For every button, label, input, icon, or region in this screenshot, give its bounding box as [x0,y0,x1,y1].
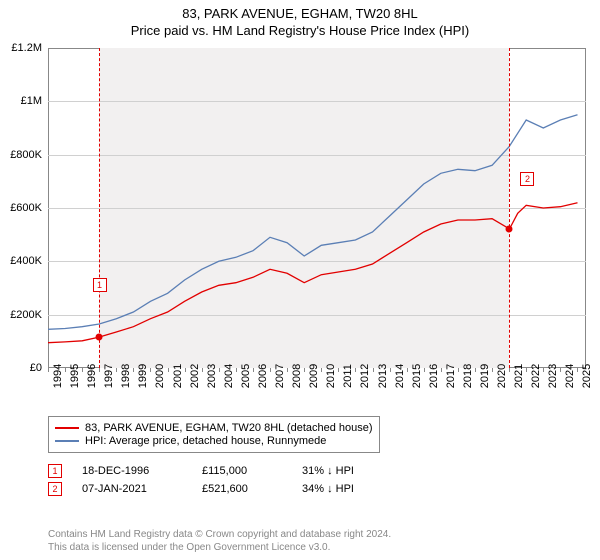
sale-row-date: 18-DEC-1996 [82,465,182,477]
footer-line-2: This data is licensed under the Open Gov… [48,541,391,554]
legend-label: 83, PARK AVENUE, EGHAM, TW20 8HL (detach… [85,422,373,434]
sale-row-price: £115,000 [202,465,282,477]
sale-marker-box: 2 [520,172,534,186]
series-line-property [48,203,578,343]
legend-swatch [55,427,79,429]
x-tick [321,368,322,372]
x-tick [407,368,408,372]
x-tick [99,368,100,372]
sales-table: 1 18-DEC-1996 £115,000 31% ↓ HPI 2 07-JAN-202… [48,460,402,500]
y-axis-label: £400K [10,255,42,267]
sale-row: 2 07-JAN-2021 £521,600 34% ↓ HPI [48,482,402,496]
chart-container: 83, PARK AVENUE, EGHAM, TW20 8HL Price p… [0,0,600,560]
x-tick [543,368,544,372]
x-tick [253,368,254,372]
legend-item: 83, PARK AVENUE, EGHAM, TW20 8HL (detach… [55,422,373,434]
x-tick [475,368,476,372]
x-tick [287,368,288,372]
x-tick [168,368,169,372]
x-tick [373,368,374,372]
footer-attribution: Contains HM Land Registry data © Crown c… [48,528,391,554]
sale-row-price: £521,600 [202,483,282,495]
sale-marker-dot [506,225,513,232]
x-tick [48,368,49,372]
x-tick [236,368,237,372]
title-block: 83, PARK AVENUE, EGHAM, TW20 8HL Price p… [0,0,600,40]
sale-marker-box: 1 [93,278,107,292]
x-tick [304,368,305,372]
sale-dash-line [99,48,100,368]
x-tick [526,368,527,372]
x-tick [133,368,134,372]
legend-swatch [55,440,79,442]
x-tick [65,368,66,372]
y-axis-label: £0 [30,362,42,374]
x-tick [150,368,151,372]
x-tick [424,368,425,372]
legend: 83, PARK AVENUE, EGHAM, TW20 8HL (detach… [48,416,586,453]
footer-line-1: Contains HM Land Registry data © Crown c… [48,528,391,541]
x-tick [116,368,117,372]
x-tick [577,368,578,372]
x-tick [82,368,83,372]
legend-item: HPI: Average price, detached house, Runn… [55,435,373,447]
x-tick [270,368,271,372]
line-series-svg [48,48,586,368]
sale-row-marker: 2 [48,482,62,496]
sale-dash-line [509,48,510,368]
legend-box: 83, PARK AVENUE, EGHAM, TW20 8HL (detach… [48,416,380,453]
y-axis-label: £200K [10,309,42,321]
x-tick [202,368,203,372]
x-tick [492,368,493,372]
sale-row-date: 07-JAN-2021 [82,483,182,495]
x-tick [219,368,220,372]
sale-row-pct: 31% ↓ HPI [302,465,402,477]
y-axis-label: £1M [21,95,42,107]
y-axis-label: £600K [10,202,42,214]
sale-row-pct: 34% ↓ HPI [302,483,402,495]
chart-subtitle: Price paid vs. HM Land Registry's House … [0,23,600,38]
chart-title: 83, PARK AVENUE, EGHAM, TW20 8HL [0,6,600,21]
y-axis-label: £1.2M [11,42,42,54]
sale-marker-dot [95,334,102,341]
x-tick [338,368,339,372]
sale-row: 1 18-DEC-1996 £115,000 31% ↓ HPI [48,464,402,478]
sale-row-marker: 1 [48,464,62,478]
x-tick [560,368,561,372]
x-tick [441,368,442,372]
legend-label: HPI: Average price, detached house, Runn… [85,435,326,447]
x-tick [390,368,391,372]
x-tick [355,368,356,372]
x-tick [185,368,186,372]
x-tick [509,368,510,372]
chart-plot-area: £0£200K£400K£600K£800K£1M£1.2M1994199519… [48,48,586,368]
y-axis-label: £800K [10,149,42,161]
x-tick [458,368,459,372]
